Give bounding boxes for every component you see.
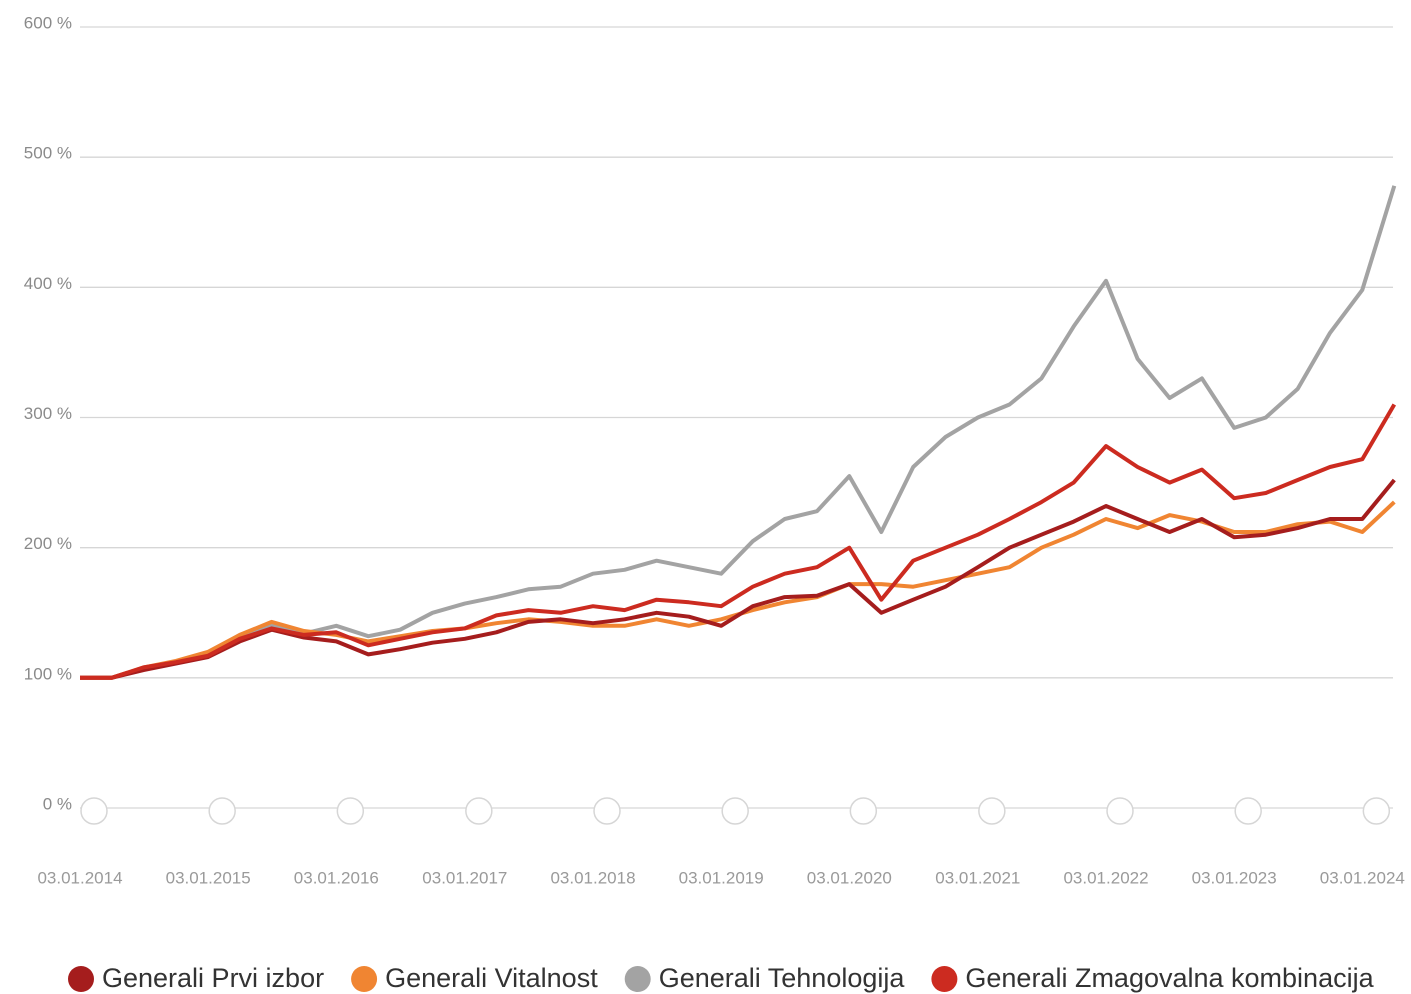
y-tick-label: 500 % (24, 144, 72, 163)
legend-item: Generali Vitalnost (351, 963, 598, 993)
x-tick-marker (1234, 797, 1262, 825)
legend-label: Generali Vitalnost (385, 963, 598, 993)
x-tick-label: 03.01.2022 (1063, 868, 1148, 887)
x-tick-marker (849, 797, 878, 825)
legend-swatch (351, 966, 378, 992)
legend-item: Generali Tehnologija (624, 963, 906, 993)
x-tick-label: 03.01.2020 (807, 868, 892, 887)
legend-item: Generali Prvi izbor (68, 963, 324, 993)
legend-swatch (68, 966, 94, 992)
legend-item: Generali Zmagovalna kombinacija (931, 963, 1375, 993)
legend-swatch (931, 966, 958, 992)
x-tick-label: 03.01.2014 (37, 868, 122, 887)
x-tick-marker (1106, 797, 1134, 825)
series-line (80, 185, 1397, 680)
series-line (80, 500, 1396, 680)
x-tick-marker (80, 797, 108, 825)
y-tick-label: 200 % (24, 534, 72, 553)
x-tick-label: 03.01.2024 (1320, 868, 1405, 887)
x-tick-marker (593, 797, 621, 825)
x-tick-label: 03.01.2018 (550, 868, 635, 887)
x-tick-label: 03.01.2023 (1192, 868, 1277, 887)
y-tick-label: 100 % (24, 664, 72, 683)
series-line (80, 478, 1396, 680)
legend-label: Generali Zmagovalna kombinacija (965, 963, 1374, 993)
x-tick-label: 03.01.2021 (935, 868, 1020, 887)
x-tick-label: 03.01.2016 (294, 868, 379, 887)
y-tick-label: 300 % (24, 404, 72, 423)
x-tick-label: 03.01.2015 (166, 868, 251, 887)
x-tick-marker (721, 797, 749, 825)
y-tick-label: 0 % (43, 794, 72, 813)
x-tick-marker (465, 797, 493, 825)
x-tick-marker (336, 797, 365, 825)
legend-label: Generali Prvi izbor (102, 963, 324, 993)
legend-swatch (624, 966, 651, 992)
series-line (80, 403, 1397, 680)
x-tick-marker (208, 797, 236, 825)
x-tick-marker (1362, 797, 1391, 825)
x-tick-marker (978, 797, 1006, 825)
legend-label: Generali Tehnologija (659, 963, 906, 993)
y-tick-label: 400 % (24, 274, 72, 293)
x-tick-label: 03.01.2019 (679, 868, 764, 887)
x-tick-label: 03.01.2017 (422, 868, 507, 887)
y-tick-label: 600 % (24, 13, 72, 32)
